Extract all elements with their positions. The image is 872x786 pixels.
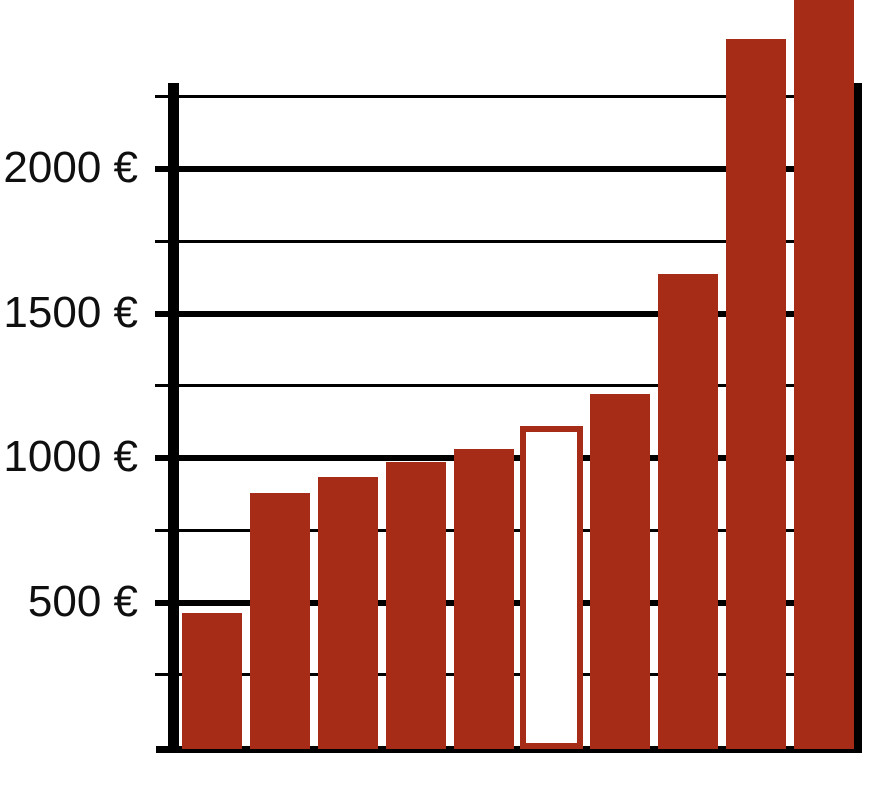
x-axis-line: [156, 746, 862, 753]
bar-4: [386, 462, 446, 749]
minor-gridline: [155, 239, 852, 243]
minor-gridline: [155, 384, 852, 388]
bar-1: [182, 612, 242, 749]
bar-9: [726, 38, 786, 749]
y-tick-label: 1000 €: [3, 432, 138, 481]
y-tick-label: 1500 €: [3, 287, 138, 337]
bar-8: [658, 274, 718, 749]
y-tick-label: 500 €: [27, 576, 138, 626]
y-axis-line: [168, 83, 179, 753]
minor-gridline: [155, 95, 852, 99]
right-frame-line: [852, 83, 862, 753]
bar-7: [590, 394, 650, 749]
bar-3: [318, 476, 378, 749]
bar-5: [454, 449, 514, 749]
outlined-bar-6: [520, 426, 583, 749]
y-tick-label: 2000 €: [3, 143, 138, 192]
major-gridline: [155, 310, 852, 317]
major-gridline: [155, 166, 852, 172]
bar-10: [794, 0, 854, 749]
bar-2: [250, 492, 310, 749]
